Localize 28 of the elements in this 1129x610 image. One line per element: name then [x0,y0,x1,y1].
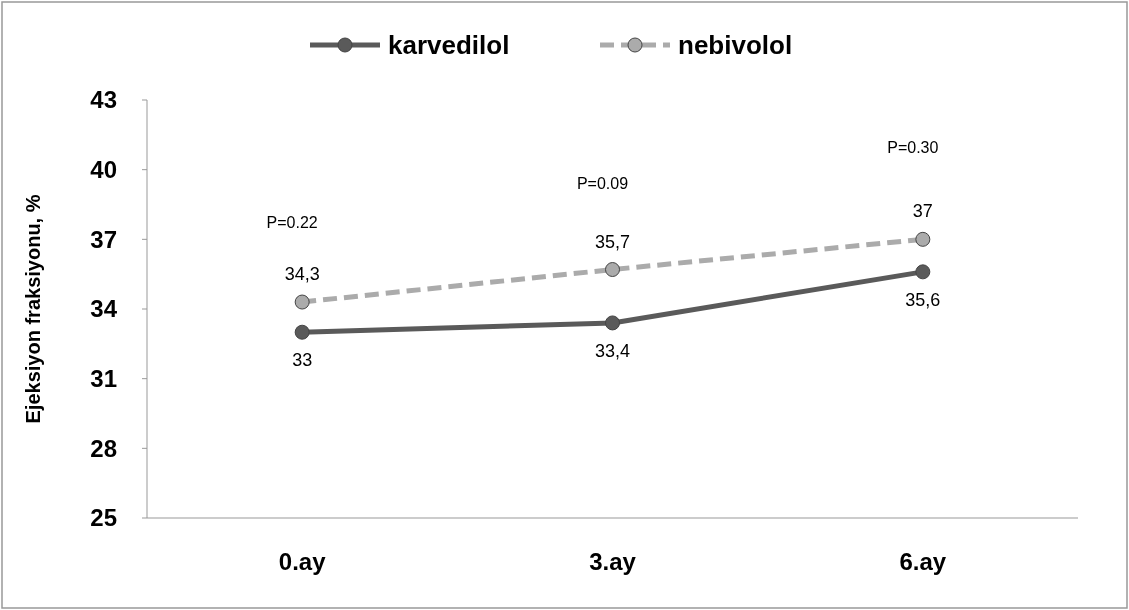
point [915,264,931,280]
y-tick-label: 37 [90,225,117,253]
y-tick-label: 40 [90,156,117,184]
y-tick-label: 28 [90,434,117,462]
data-label: 34,3 [284,264,320,285]
x-tick-label: 3.ay [589,548,637,575]
point [294,294,310,310]
data-label: 33 [292,350,313,371]
annotation: P=0.30 [887,138,939,156]
point [605,262,620,278]
x-tick-label: 0.ay [278,548,327,575]
data-label: 35,6 [905,289,941,310]
legend-label: karvedilol [388,30,510,61]
point [294,324,310,340]
y-tick-label: 25 [90,504,117,532]
data-label: 37 [912,201,933,222]
data-label: 33,4 [594,340,631,361]
annotation: P=0.22 [266,213,318,231]
legend-label: nebivolol [678,30,793,61]
x-tick-label: 6.ay [899,548,947,575]
data-label: 35,7 [594,231,631,252]
y-axis-title: Ejeksiyon fraksiyonu, % [22,194,44,424]
y-tick-label: 34 [90,295,118,323]
y-tick-label: 43 [90,86,117,114]
point [605,315,620,331]
annotation: P=0.09 [576,175,629,193]
y-tick-label: 31 [90,365,117,393]
point [915,231,931,247]
